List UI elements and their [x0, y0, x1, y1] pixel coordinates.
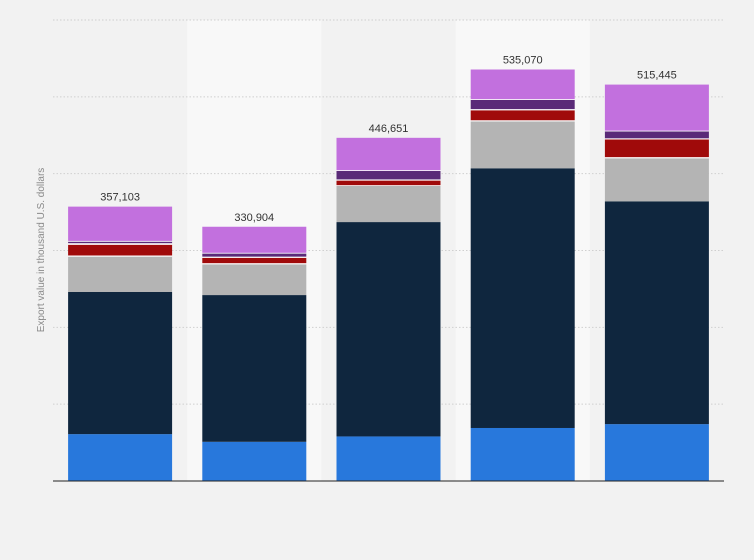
bar-segment[interactable] [336, 170, 441, 171]
bar-segment[interactable] [202, 252, 307, 254]
bar-total-label: 535,070 [503, 55, 543, 67]
bar-segment[interactable] [68, 243, 173, 245]
bar-segment[interactable] [202, 295, 307, 442]
bar-segment[interactable] [68, 241, 173, 244]
bar-segment[interactable] [604, 157, 709, 159]
bar-segment[interactable] [336, 185, 441, 223]
y-axis-label: Export value in thousand U.S. dollars [36, 168, 47, 333]
bar-segment[interactable] [202, 441, 307, 481]
bar-segment[interactable] [336, 436, 441, 481]
bar-segment[interactable] [68, 256, 173, 292]
bar-stacks [68, 69, 709, 481]
bar-segment[interactable] [202, 257, 307, 264]
bar-segment[interactable] [68, 206, 173, 241]
bar-segment[interactable] [470, 109, 575, 111]
bar-total-label: 357,103 [100, 192, 140, 204]
bar-segment[interactable] [604, 131, 709, 139]
bar-segment[interactable] [68, 291, 173, 435]
bar-stack[interactable] [336, 137, 441, 481]
bar-segment[interactable] [336, 179, 441, 181]
bar-segment[interactable] [68, 255, 173, 257]
bar-total-label: 330,904 [234, 212, 274, 224]
bar-segment[interactable] [470, 427, 575, 481]
bar-segment[interactable] [604, 158, 709, 202]
bar-segment[interactable] [470, 168, 575, 428]
bar-segment[interactable] [336, 222, 441, 437]
bar-segment[interactable] [202, 226, 307, 253]
bar-segment[interactable] [470, 121, 575, 169]
bar-segment[interactable] [470, 99, 575, 100]
bar-segment[interactable] [336, 170, 441, 180]
bar-segment[interactable] [202, 263, 307, 265]
bar-segment[interactable] [604, 424, 709, 481]
bar-segment[interactable] [604, 130, 709, 132]
bar-segment[interactable] [470, 99, 575, 110]
bar-segment[interactable] [336, 185, 441, 186]
bar-total-label: 515,445 [637, 70, 677, 82]
bar-stack[interactable] [202, 226, 307, 481]
bar-stack[interactable] [68, 206, 173, 481]
bar-segment[interactable] [604, 201, 709, 425]
bar-segment[interactable] [336, 180, 441, 186]
bar-stack[interactable] [604, 84, 709, 481]
bar-segment[interactable] [470, 69, 575, 100]
bar-segment[interactable] [68, 240, 173, 242]
bar-total-label: 446,651 [369, 123, 409, 135]
total-labels: 357,103 330,904 446,651 535,070 515,445 [100, 55, 677, 224]
bar-segment[interactable] [470, 120, 575, 122]
bar-segment[interactable] [68, 244, 173, 256]
bar-segment[interactable] [336, 137, 441, 171]
bar-segment[interactable] [202, 256, 307, 258]
bar-segment[interactable] [202, 264, 307, 296]
bar-segment[interactable] [68, 434, 173, 481]
bar-segment[interactable] [470, 110, 575, 121]
bar-segment[interactable] [604, 84, 709, 131]
bar-stack[interactable] [470, 69, 575, 481]
bar-segment[interactable] [604, 139, 709, 158]
bar-segment[interactable] [604, 138, 709, 140]
bar-segment[interactable] [202, 253, 307, 257]
